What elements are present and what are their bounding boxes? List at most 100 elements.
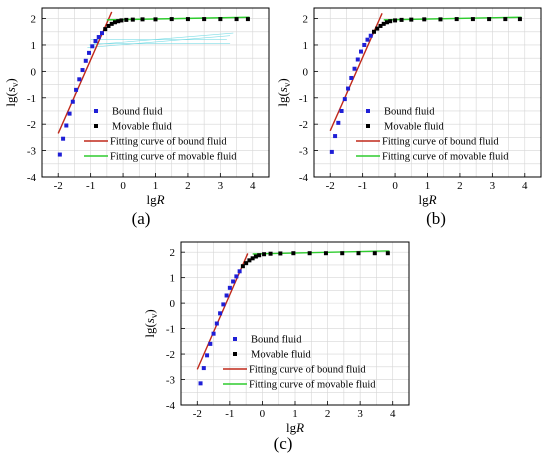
x-tick-label: 1 [292,408,298,420]
y-tick-label: -3 [27,146,37,158]
x-tick-label: 3 [357,408,363,420]
y-tick-label: -1 [299,93,308,105]
movable-fluid-point [103,27,108,32]
y-axis-label: lg(sv) [275,78,292,106]
movable-fluid-point [234,17,239,22]
x-tick-label: 4 [250,180,256,192]
movable-fluid-point [240,264,245,269]
movable-fluid-point [323,251,328,256]
legend-label: Movable fluid [251,350,312,361]
bound-fluid-point [349,75,354,80]
bound-fluid-point [355,57,360,62]
legend-label: Fitting curve of bound fluid [382,137,499,148]
bound-fluid-point [57,152,62,157]
movable-fit-line [106,16,250,21]
legend-label: Fitting curve of bound fluid [249,365,366,376]
movable-fluid-point [399,17,404,22]
panel-label: (a) [132,209,151,228]
bound-fluid-point [80,68,85,73]
x-tick-label: -1 [225,408,234,420]
movable-fluid-point [109,21,114,26]
movable-fluid-point [130,17,135,22]
panel-1: -2 -1 0 1 2 3 4 2 1 0 -1 -2 -3 -4 lgR lg(sv) Bound fluid… [275,7,542,228]
bound-fluid-point [208,341,213,346]
legend-bound-marker [94,109,98,113]
legend-label: Fitting curve of bound fluid [110,137,227,148]
movable-fluid-point [393,18,398,23]
y-tick-label: -1 [166,324,175,336]
bound-fluid-point [198,381,203,386]
bound-fluid-point [333,134,338,139]
bound-fluid-point [90,44,95,49]
x-axis-label: lgR [146,192,164,207]
bound-fluid-point [74,87,79,92]
legend-movable-marker [233,352,237,356]
panel-2: -2 -1 0 1 2 3 4 2 1 0 -1 -2 -3 -4 lgR lg(sv) Bound fluid… [142,241,410,453]
x-tick-label: -1 [86,180,95,192]
movable-fluid-point [268,251,273,256]
bound-fluid-point [93,39,98,44]
bound-fluid-point [211,331,216,336]
movable-fluid-point [470,17,475,22]
bound-fluid-point [221,302,226,307]
bound-fluid-point [336,120,341,125]
bound-fluid-point [205,353,210,358]
bound-fluid-point [365,37,370,42]
bound-fluid-point [224,293,229,298]
movable-fluid-point [307,251,312,256]
bound-fluid-point [342,97,347,102]
movable-fluid-point [140,17,145,22]
legend: Bound fluid Movable fluid Fitting curve of… [356,107,509,163]
y-tick-label: 2 [31,14,37,26]
movable-fluid-point [202,17,207,22]
movable-fluid-point [438,17,443,22]
bound-fluid-point [227,285,232,290]
movable-fluid-point [253,254,258,259]
movable-fluid-point [119,18,124,23]
plot-area [329,12,522,154]
bound-fluid-point [362,42,367,47]
x-tick-label: -2 [193,408,202,420]
panel-label: (c) [274,434,293,453]
legend-label: Fitting curve of movable fluid [249,380,376,391]
legend-label: Bound fluid [112,107,163,118]
legend-label: Bound fluid [251,335,302,346]
legend-label: Fitting curve of movable fluid [110,152,237,163]
x-tick-label: -1 [358,180,367,192]
movable-fluid-point [112,20,117,25]
y-tick-label: -2 [299,119,308,131]
y-tick-label: -3 [299,146,309,158]
bound-fluid-point [218,311,223,316]
y-tick-label: 2 [170,247,176,259]
legend-bound-marker [366,109,370,113]
bound-fluid-point [352,66,357,71]
legend-label: Fitting curve of movable fluid [382,152,509,163]
bound-fluid-point [346,86,351,91]
faint-line [87,35,231,48]
y-tick-label: -1 [27,93,36,105]
legend-movable-marker [94,124,98,128]
movable-fluid-point [124,17,129,22]
bound-fluid-point [231,279,236,284]
movable-fluid-point [454,17,459,22]
x-tick-label: -2 [54,180,63,192]
bound-fluid-point [67,111,72,116]
x-tick-label: 2 [457,180,463,192]
bound-fluid-point [237,269,242,274]
y-tick-label: 2 [303,14,309,26]
movable-fluid-point [116,19,121,24]
movable-fluid-point [247,258,252,263]
panel-label: (b) [426,209,446,228]
movable-fluid-point [487,17,492,22]
movable-fluid-point [185,17,190,22]
y-tick-label: 0 [303,66,309,78]
movable-fluid-point [291,251,296,256]
bound-fluid-point [83,58,88,63]
movable-fluid-point [384,20,389,25]
movable-fluid-point [378,23,383,28]
movable-fluid-point [340,251,345,256]
movable-fluid-point [106,23,111,28]
bound-fluid-point [339,108,344,113]
movable-fluid-point [517,17,522,22]
